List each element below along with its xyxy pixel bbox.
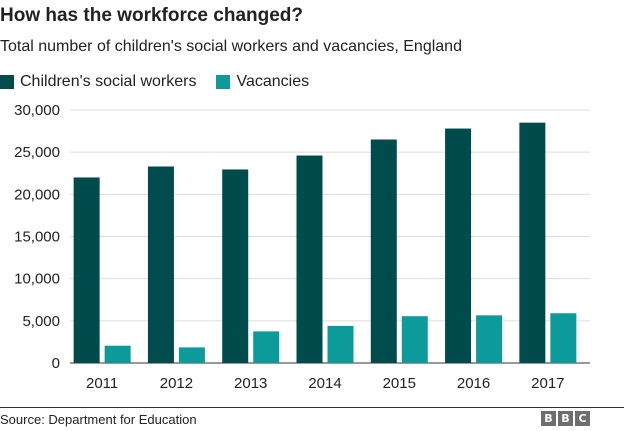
bar-vacancies	[550, 313, 577, 363]
x-tick-label: 2016	[457, 375, 490, 392]
bar-workers	[296, 155, 323, 363]
chart-title: How has the workforce changed?	[0, 5, 303, 26]
legend-label-vacancies: Vacancies	[236, 73, 310, 90]
bar-workers	[222, 169, 249, 363]
legend-swatch-workers	[0, 75, 14, 89]
x-tick-label: 2012	[160, 375, 193, 392]
y-tick-label: 0	[52, 355, 60, 372]
bar-vacancies	[253, 331, 280, 363]
chart-subtitle: Total number of children's social worker…	[0, 38, 462, 55]
bbc-logo-letter: B	[558, 411, 573, 426]
bar-workers	[73, 177, 100, 363]
x-tick-label: 2015	[383, 375, 416, 392]
legend-swatch-vacancies	[216, 75, 231, 89]
footer-divider	[0, 407, 624, 408]
bbc-logo: B B C	[539, 411, 590, 426]
bbc-logo-letter: C	[575, 411, 590, 426]
y-tick-label: 30,000	[14, 102, 60, 119]
bar-workers	[519, 122, 546, 364]
bar-chart: 0 5,000 10,000 15,000 20,000 25,000 30,000 2011…	[14, 102, 590, 392]
bar-workers	[445, 128, 472, 363]
bar-vacancies	[327, 325, 354, 363]
legend: Children's social workers Vacancies	[0, 72, 329, 92]
bar-workers	[147, 166, 174, 363]
y-tick-label: 10,000	[14, 271, 60, 288]
x-tick-label: 2014	[308, 375, 341, 392]
bar-vacancies	[178, 347, 205, 363]
legend-item-workers: Children's social workers	[0, 73, 196, 91]
y-tick-label: 15,000	[14, 229, 60, 246]
bar-vacancies	[476, 315, 503, 363]
x-tick-label: 2017	[531, 375, 564, 392]
legend-item-vacancies: Vacancies	[216, 73, 309, 91]
source-note: Source: Department for Education	[0, 412, 197, 427]
x-tick-label: 2011	[86, 375, 118, 392]
x-tick-label: 2013	[234, 375, 267, 392]
bbc-logo-letter: B	[541, 411, 556, 426]
bar-workers	[370, 139, 397, 363]
bar-vacancies	[401, 316, 428, 363]
y-tick-label: 20,000	[14, 186, 60, 203]
y-tick-label: 5,000	[22, 313, 60, 330]
bar-vacancies	[104, 345, 131, 363]
legend-label-workers: Children's social workers	[20, 73, 197, 90]
y-tick-label: 25,000	[14, 144, 60, 161]
